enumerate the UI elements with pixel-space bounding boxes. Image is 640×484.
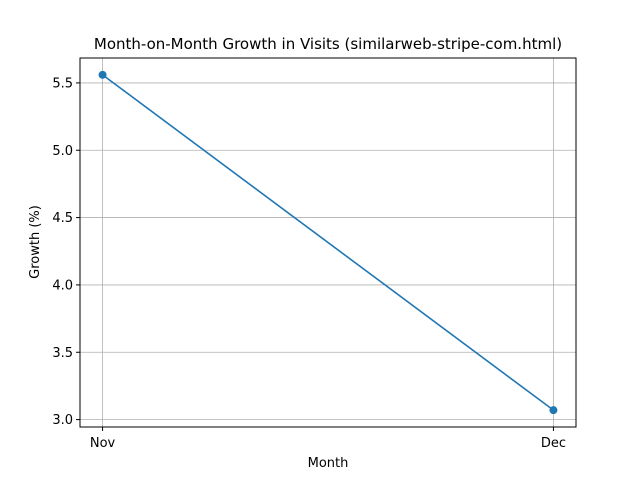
y-tick-label: 5.0 (52, 144, 73, 159)
y-tick-label: 4.0 (52, 278, 73, 293)
grid (80, 58, 576, 427)
chart-title: Month-on-Month Growth in Visits (similar… (94, 35, 562, 53)
y-tick-label: 5.5 (52, 76, 73, 91)
series-line (102, 74, 554, 411)
x-tick-label: Dec (541, 436, 566, 451)
axes: 3.0 3.5 4.0 4.5 5.0 5.5 Nov Dec (52, 76, 566, 451)
y-tick-label: 3.5 (52, 346, 73, 361)
plot-area-frame (79, 57, 577, 428)
x-tick-label: Nov (90, 436, 116, 451)
data-point-marker (98, 70, 107, 79)
y-tick-label: 4.5 (52, 211, 73, 226)
y-axis-label: Growth (%) (28, 205, 43, 279)
data-point-marker (549, 406, 558, 415)
y-tick-label: 3.0 (52, 413, 73, 428)
series-layer (98, 70, 558, 415)
x-axis-label: Month (308, 456, 349, 471)
